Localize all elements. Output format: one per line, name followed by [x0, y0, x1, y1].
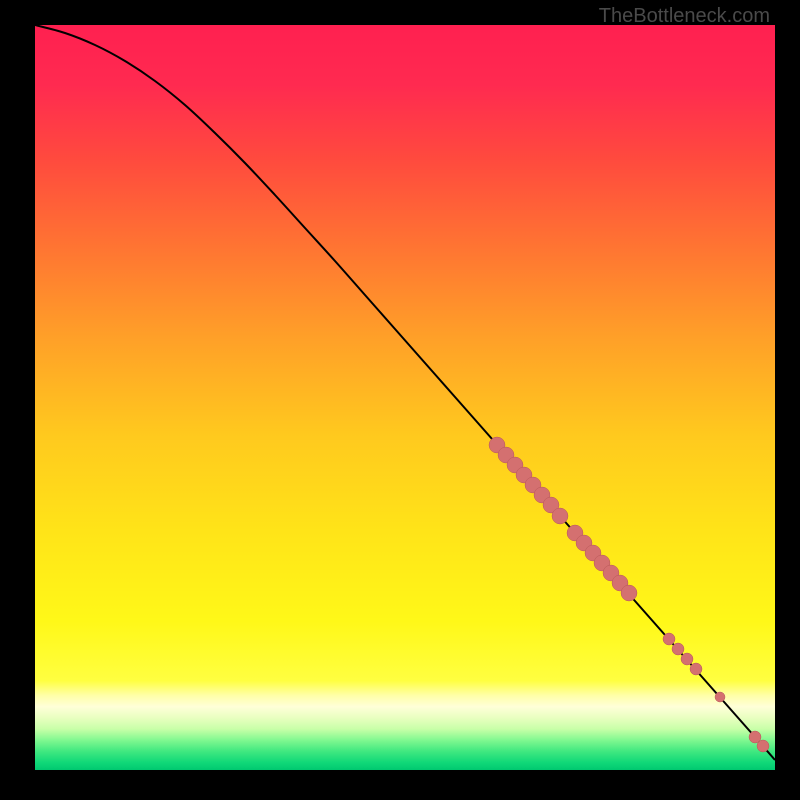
chart-svg	[35, 25, 775, 770]
watermark-text: TheBottleneck.com	[599, 5, 770, 28]
gradient-background	[35, 25, 775, 770]
chart-marker	[552, 508, 568, 524]
chart-marker	[663, 633, 675, 645]
chart-marker	[757, 740, 769, 752]
chart-marker	[690, 663, 702, 675]
chart-container	[35, 25, 775, 770]
chart-marker	[681, 653, 693, 665]
chart-marker	[621, 585, 637, 601]
chart-marker	[715, 692, 725, 702]
chart-marker	[672, 643, 684, 655]
